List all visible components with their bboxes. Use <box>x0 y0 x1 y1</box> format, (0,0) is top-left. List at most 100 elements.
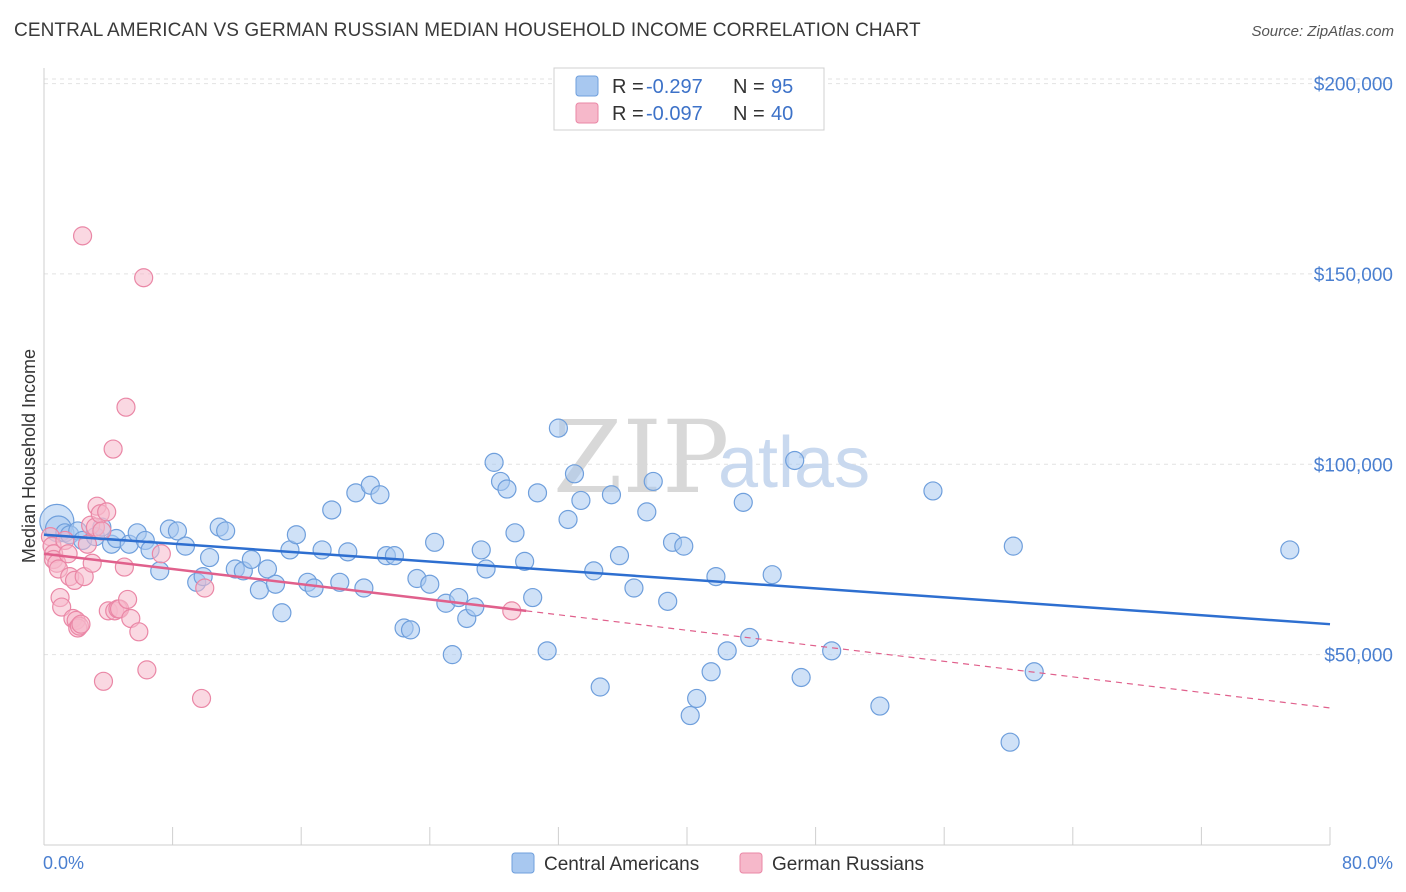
data-point <box>400 620 421 640</box>
series-legend-swatch-german-russians <box>739 852 763 874</box>
data-point <box>77 534 98 554</box>
data-point <box>322 500 342 520</box>
data-point <box>785 450 805 471</box>
data-point <box>523 587 543 608</box>
trend-line-german-russians-extension <box>526 610 1331 709</box>
data-point <box>558 509 578 530</box>
data-point <box>241 549 261 570</box>
axes <box>43 68 1331 846</box>
data-point <box>548 418 569 438</box>
data-point <box>584 561 604 581</box>
legend-r-value-pink: -0.097 <box>646 103 703 125</box>
y-tick-label: $100,000 <box>1314 455 1393 476</box>
data-point <box>354 578 374 598</box>
data-point <box>870 696 890 716</box>
data-point <box>116 397 136 417</box>
series-legend-label-german-russians: German Russians <box>772 854 924 875</box>
data-point <box>601 485 622 505</box>
data-point <box>71 614 91 634</box>
x-tick-label-min: 0.0% <box>43 853 84 873</box>
data-point <box>624 578 644 598</box>
data-point <box>471 540 491 560</box>
data-point <box>637 502 657 522</box>
trend-lines <box>43 533 1331 709</box>
data-point <box>286 525 306 545</box>
data-point <box>137 660 157 680</box>
data-point <box>150 561 170 581</box>
data-point <box>687 688 707 709</box>
data-point <box>822 641 842 661</box>
data-point <box>384 546 405 566</box>
trend-line-german-russians <box>43 552 527 613</box>
data-point <box>191 688 212 709</box>
data-point <box>484 452 504 472</box>
data-point <box>97 502 117 522</box>
data-point <box>590 677 610 697</box>
y-axis-label: Median Household Income <box>19 349 39 563</box>
data-point <box>515 551 535 571</box>
series-legend: Central Americans German Russians <box>511 852 924 875</box>
data-point <box>791 667 811 688</box>
y-tick-label: $200,000 <box>1314 75 1393 96</box>
source-label: Source: ZipAtlas.com <box>1251 23 1394 40</box>
data-point <box>249 580 270 600</box>
data-point <box>216 521 236 541</box>
data-point <box>82 553 102 573</box>
y-tick-label: $50,000 <box>1324 646 1393 667</box>
data-point <box>338 542 358 562</box>
legend-n-label-blue: N = <box>733 76 765 98</box>
legend-r-label-pink: R = <box>612 103 644 125</box>
data-point <box>195 578 215 598</box>
series-legend-swatch-central-americans <box>511 852 535 874</box>
data-point <box>117 589 138 610</box>
legend-r-label-blue: R = <box>612 76 644 98</box>
x-tick-label-max: 80.0% <box>1342 853 1393 873</box>
trend-line-central-americans <box>43 533 1331 626</box>
series-german-russians-points <box>40 226 522 709</box>
data-point <box>72 226 93 246</box>
data-point <box>330 572 350 592</box>
data-point <box>923 481 943 501</box>
data-point <box>134 268 154 288</box>
legend-n-label-pink: N = <box>733 103 765 125</box>
data-point <box>265 574 286 594</box>
data-point <box>312 540 332 560</box>
data-point <box>257 559 278 579</box>
data-point <box>643 471 663 492</box>
y-tick-labels: $50,000 $100,000 $150,000 $200,000 <box>1314 75 1393 667</box>
legend-swatch-blue <box>575 75 599 97</box>
data-point <box>272 603 292 623</box>
legend: R = -0.297 N = 95 R = -0.097 N = 40 <box>553 67 825 131</box>
data-point <box>658 591 678 611</box>
data-point <box>465 597 485 617</box>
data-point <box>537 641 557 661</box>
data-point <box>476 559 496 579</box>
y-tick-label: $150,000 <box>1314 265 1393 286</box>
series-legend-label-central-americans: Central Americans <box>544 854 699 875</box>
data-point <box>103 439 123 459</box>
data-point <box>114 557 134 577</box>
legend-n-value-pink: 40 <box>771 103 793 125</box>
data-point <box>564 464 585 484</box>
data-point <box>1003 536 1023 556</box>
data-point <box>717 641 737 661</box>
watermark: ZIP atlas <box>553 399 870 516</box>
legend-r-value-blue: -0.297 <box>646 76 703 98</box>
data-point <box>571 490 591 511</box>
data-point <box>93 671 114 691</box>
data-point <box>420 574 440 594</box>
data-point <box>442 645 462 665</box>
data-point <box>1000 732 1020 752</box>
data-point <box>680 705 700 726</box>
data-point <box>58 544 78 564</box>
data-point <box>733 492 753 512</box>
data-point <box>527 483 548 503</box>
data-point <box>701 662 721 682</box>
chart-title: CENTRAL AMERICAN VS GERMAN RUSSIAN MEDIA… <box>14 20 921 41</box>
data-point <box>151 544 171 564</box>
data-point <box>167 521 188 541</box>
data-point <box>505 523 525 543</box>
data-point <box>497 479 517 499</box>
legend-box <box>553 67 825 131</box>
